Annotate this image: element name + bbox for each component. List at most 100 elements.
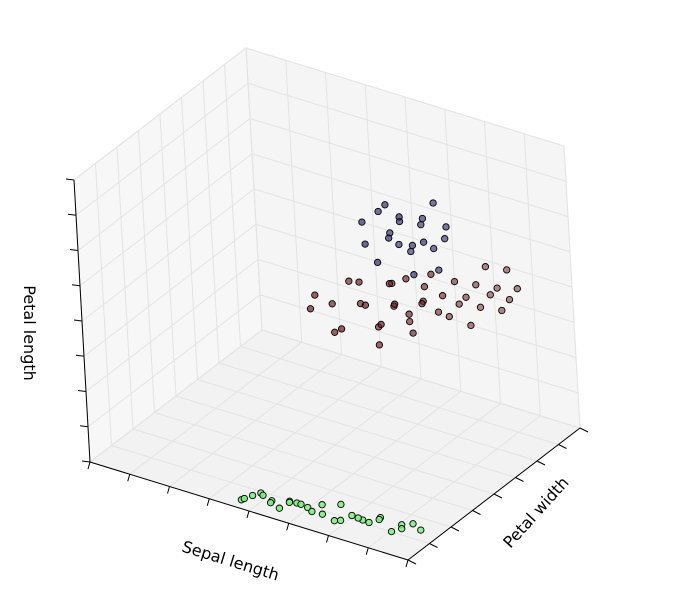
- x-axis-line-tick: [365, 547, 369, 555]
- grid-line: [202, 80, 220, 364]
- data-point: [513, 285, 521, 293]
- grid-line: [367, 415, 541, 549]
- z-axis-line-tick: [81, 460, 91, 463]
- data-point: [345, 277, 353, 285]
- data-point: [385, 234, 393, 242]
- data-point: [417, 221, 425, 229]
- grid-lines: [73, 47, 581, 561]
- data-point: [358, 218, 366, 226]
- data-point: [375, 515, 383, 524]
- data-point: [395, 240, 403, 249]
- data-point: [481, 263, 490, 271]
- grid-line: [484, 121, 501, 404]
- grid-line: [224, 64, 241, 347]
- data-point: [297, 500, 305, 508]
- data-points: [237, 199, 521, 536]
- y-axis-line-tick: [493, 493, 503, 499]
- grid-line: [81, 188, 255, 322]
- x-axis-line-tick: [167, 486, 170, 494]
- data-point: [434, 308, 443, 316]
- y-axis-label: Petal width: [499, 473, 572, 552]
- data-point: [308, 507, 316, 516]
- grid-line: [75, 82, 249, 216]
- data-point: [419, 238, 428, 246]
- data-point: [442, 223, 450, 231]
- data-point: [429, 199, 437, 207]
- grid-line: [253, 188, 573, 288]
- grid-line: [328, 403, 501, 536]
- data-point: [240, 494, 248, 503]
- data-point: [355, 278, 363, 286]
- data-point: [373, 258, 382, 267]
- data-point: [467, 321, 475, 330]
- grid-line: [245, 47, 565, 147]
- data-point: [395, 213, 403, 221]
- z-axis-line-tick: [65, 178, 75, 181]
- data-point: [318, 510, 327, 518]
- x-axis-line-tick: [286, 523, 290, 531]
- data-point: [427, 270, 435, 278]
- y-axis-line-tick: [536, 460, 546, 466]
- data-point: [348, 511, 356, 520]
- z-axis-line-tick: [69, 249, 79, 251]
- data-point: [266, 499, 275, 507]
- data-point: [387, 527, 396, 536]
- x-axis-label: Sepal length: [180, 537, 282, 585]
- data-point: [450, 277, 459, 286]
- grid-line: [77, 118, 251, 251]
- data-point: [248, 491, 257, 500]
- data-point: [417, 526, 425, 534]
- axis-lines: [65, 178, 589, 568]
- grid-line: [249, 118, 569, 217]
- data-point: [336, 516, 345, 525]
- data-point: [337, 500, 345, 509]
- y-axis-line-tick: [472, 510, 481, 515]
- data-point: [377, 320, 385, 329]
- data-point: [311, 291, 319, 299]
- z-axis-line-tick: [71, 284, 81, 287]
- x-axis-line-tick: [405, 559, 409, 568]
- data-point: [418, 214, 427, 223]
- data-point: [486, 291, 494, 299]
- data-point: [328, 300, 336, 308]
- y-axis-line-tick: [579, 427, 589, 433]
- grid-line: [245, 47, 263, 331]
- data-point: [381, 201, 389, 209]
- data-point: [420, 283, 429, 291]
- y-axis-line-tick: [450, 526, 460, 532]
- grid-line: [288, 390, 462, 524]
- data-point: [402, 275, 410, 283]
- data-point: [390, 300, 399, 308]
- data-point: [354, 514, 362, 522]
- data-point: [409, 329, 417, 337]
- data-point: [476, 303, 485, 311]
- data-point: [398, 525, 406, 533]
- data-point: [375, 341, 384, 349]
- z-axis-line-tick: [75, 354, 85, 357]
- grid-line: [247, 82, 567, 182]
- data-point: [361, 301, 370, 309]
- data-point: [503, 266, 511, 274]
- data-point: [285, 498, 294, 507]
- grid-line: [197, 379, 516, 478]
- data-point: [409, 520, 417, 528]
- data-point: [259, 491, 267, 499]
- data-point: [472, 281, 480, 289]
- data-point: [430, 244, 438, 253]
- data-point: [408, 241, 417, 250]
- grid-line: [444, 109, 462, 392]
- data-point: [306, 305, 315, 313]
- data-point: [435, 266, 443, 274]
- grid-line: [79, 153, 253, 287]
- data-point: [337, 325, 346, 333]
- data-point: [361, 240, 369, 248]
- data-point: [405, 310, 413, 318]
- data-point: [410, 271, 418, 279]
- data-point: [505, 295, 514, 304]
- z-axis-line-tick: [79, 425, 89, 428]
- data-point: [330, 517, 339, 525]
- x-axis-line-tick: [246, 510, 250, 519]
- y-axis-line-tick: [515, 477, 524, 482]
- grid-line: [175, 395, 495, 495]
